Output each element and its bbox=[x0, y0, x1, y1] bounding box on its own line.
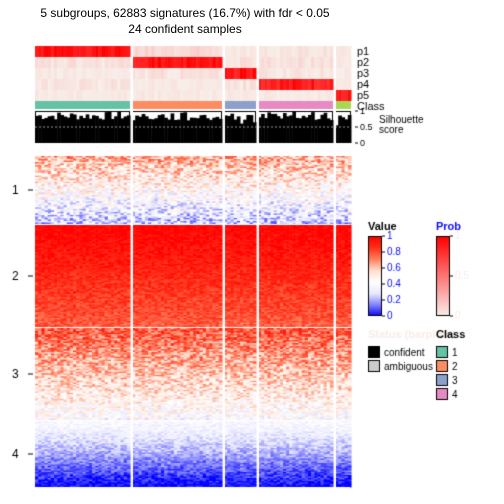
heatmap-canvas bbox=[0, 0, 504, 504]
